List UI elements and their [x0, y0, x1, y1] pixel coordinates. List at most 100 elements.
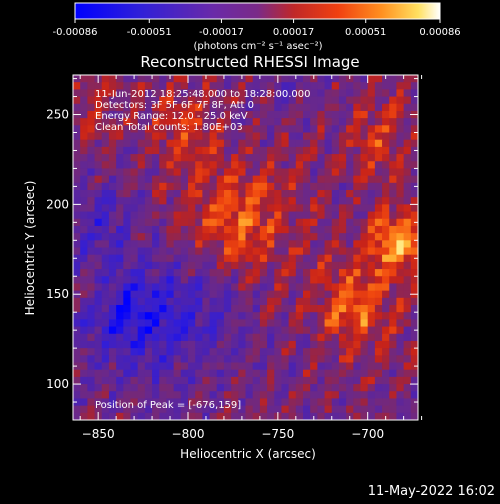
heatmap-cell	[353, 82, 362, 90]
heatmap-cell	[295, 391, 304, 400]
heatmap-cell	[216, 333, 225, 342]
heatmap-cell	[410, 132, 418, 141]
heatmap-cell	[281, 283, 290, 292]
heatmap-cell	[303, 240, 311, 249]
heatmap-cell	[144, 305, 153, 313]
heatmap-cell	[346, 211, 354, 220]
plot-frame	[72, 74, 419, 421]
heatmap-cell	[267, 355, 275, 364]
heatmap-cell	[382, 283, 390, 292]
heatmap-cell	[123, 103, 132, 112]
heatmap-cell	[144, 103, 153, 112]
heatmap-cell	[80, 369, 88, 378]
heatmap-cell	[209, 355, 218, 364]
heatmap-cell	[130, 261, 139, 270]
heatmap-cell	[195, 348, 203, 356]
heatmap-cell	[396, 398, 405, 407]
heatmap-cell	[281, 247, 290, 256]
heatmap-cell	[188, 376, 196, 385]
heatmap-cell	[346, 297, 354, 306]
heatmap-cell	[202, 190, 211, 198]
heatmap-cell	[288, 168, 297, 177]
heatmap-cell	[288, 240, 297, 249]
heatmap-cell	[87, 211, 96, 220]
heatmap-cell	[267, 269, 275, 277]
heatmap-cell	[180, 197, 189, 205]
heatmap-cell	[87, 103, 96, 112]
heatmap-cell	[252, 197, 261, 205]
heatmap-cell	[87, 391, 96, 400]
heatmap-cell	[209, 247, 218, 256]
heatmap-cell	[202, 348, 211, 356]
heatmap-cell	[396, 161, 405, 170]
heatmap-cell	[238, 82, 247, 90]
heatmap-cell	[396, 75, 405, 83]
heatmap-cell	[267, 168, 275, 177]
heatmap-cell	[223, 261, 232, 270]
heatmap-cell	[382, 110, 390, 119]
heatmap-cell	[130, 276, 139, 285]
heatmap-cell	[353, 326, 362, 335]
heatmap-cell	[137, 269, 146, 277]
heatmap-cell	[374, 82, 383, 90]
heatmap-cell	[101, 290, 110, 299]
heatmap-cell	[216, 110, 225, 119]
heatmap-cell	[144, 225, 153, 234]
heatmap-cell	[303, 319, 311, 328]
heatmap-cell	[202, 103, 211, 112]
heatmap-cell	[159, 290, 168, 299]
heatmap-cell	[374, 348, 383, 356]
heatmap-cell	[130, 182, 139, 191]
heatmap-cell	[374, 75, 383, 83]
heatmap-cell	[123, 139, 132, 148]
heatmap-cell	[259, 340, 268, 349]
heatmap-cell	[144, 254, 153, 263]
heatmap-cell	[360, 204, 369, 213]
heatmap-cell	[144, 182, 153, 191]
heatmap-cell	[324, 89, 333, 98]
heatmap-cell	[152, 161, 160, 170]
heatmap-cell	[346, 405, 354, 414]
heatmap-cell	[209, 362, 218, 371]
heatmap-cell	[303, 398, 311, 407]
heatmap-cell	[152, 412, 160, 420]
heatmap-cell	[87, 89, 96, 98]
heatmap-cell	[101, 197, 110, 205]
heatmap-cell	[382, 261, 390, 270]
heatmap-cell	[209, 146, 218, 155]
heatmap-cell	[216, 319, 225, 328]
heatmap-cell	[152, 362, 160, 371]
heatmap-cell	[295, 412, 304, 420]
heatmap-cell	[209, 89, 218, 98]
heatmap-cell	[123, 362, 132, 371]
heatmap-cell	[324, 168, 333, 177]
heatmap-cell	[195, 96, 203, 105]
heatmap-cell	[367, 398, 376, 407]
heatmap-cell	[202, 175, 211, 184]
heatmap-cell	[389, 412, 398, 420]
heatmap-cell	[195, 132, 203, 141]
heatmap-cell	[303, 391, 311, 400]
heatmap-cell	[216, 261, 225, 270]
heatmap-cell	[396, 305, 405, 313]
heatmap-cell	[130, 326, 139, 335]
heatmap-cell	[159, 190, 168, 198]
heatmap-cell	[331, 190, 340, 198]
heatmap-cell	[259, 333, 268, 342]
heatmap-cell	[252, 161, 261, 170]
heatmap-cell	[130, 254, 139, 263]
heatmap-cell	[152, 125, 160, 134]
heatmap-cell	[80, 398, 88, 407]
heatmap-cell	[231, 233, 239, 241]
heatmap-cell	[144, 132, 153, 141]
heatmap-cell	[188, 261, 196, 270]
heatmap-cell	[123, 254, 132, 263]
heatmap-cell	[360, 348, 369, 356]
heatmap-cell	[173, 355, 182, 364]
heatmap-cell	[360, 261, 369, 270]
heatmap-cell	[259, 319, 268, 328]
heatmap-cell	[223, 182, 232, 191]
heatmap-cell	[382, 240, 390, 249]
heatmap-cell	[116, 75, 124, 83]
heatmap-cell	[216, 211, 225, 220]
